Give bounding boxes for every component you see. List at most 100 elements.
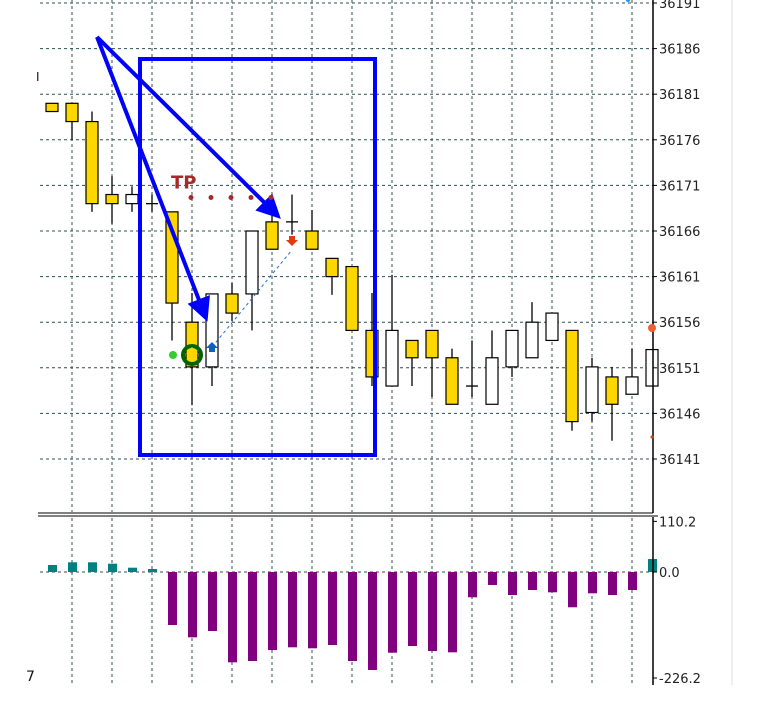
tp-level-dot	[208, 195, 214, 201]
candle-body	[225, 293, 239, 314]
candle	[485, 330, 499, 405]
candle	[325, 257, 339, 295]
histogram-bar	[68, 562, 77, 572]
candle	[146, 194, 158, 212]
drawn-arrow	[95, 35, 281, 219]
indicator-label: 0.0	[659, 566, 680, 581]
left-marker: I	[36, 70, 40, 84]
candle	[85, 111, 99, 212]
candle	[45, 102, 59, 113]
grid	[40, 0, 653, 685]
buy-arrow-icon	[206, 342, 218, 352]
price-label: 36186	[659, 43, 700, 58]
price-label: 36161	[659, 271, 700, 286]
candle-body	[345, 265, 359, 332]
sell-arrow-icon	[286, 236, 298, 246]
candle	[565, 329, 579, 431]
candle	[65, 102, 79, 140]
candle-body	[65, 102, 79, 123]
candle-body	[525, 321, 539, 359]
price-label: 36181	[659, 88, 700, 103]
candle-body	[265, 221, 279, 250]
histogram-bar	[448, 572, 457, 653]
candle-body	[445, 357, 459, 405]
tp-level-dot	[228, 195, 234, 201]
price-marker-dot	[648, 324, 656, 332]
candle	[205, 293, 219, 387]
candle-body	[385, 329, 399, 387]
candle	[605, 366, 619, 441]
price-label: 36171	[659, 179, 700, 194]
histogram-bar	[108, 563, 117, 572]
histogram-bar	[48, 565, 57, 572]
candle	[305, 210, 319, 250]
candle-body	[125, 193, 139, 205]
candle-body	[105, 193, 119, 205]
tp-label: TP	[171, 173, 196, 194]
price-label: 36166	[659, 225, 700, 240]
histogram-bar	[308, 572, 317, 649]
candle-body	[405, 339, 419, 359]
histogram-bar	[588, 572, 597, 594]
indicator-label: 110.2	[659, 515, 696, 530]
candle	[385, 274, 399, 387]
candle-body	[505, 329, 519, 368]
price-marker-dot	[650, 435, 654, 439]
candle-body	[45, 102, 59, 113]
axes: 36191 36186 36181 36176 36171 36166 36161 36156…	[38, 0, 733, 687]
candle	[466, 340, 478, 397]
histogram-bar	[608, 572, 617, 596]
histogram-bar	[468, 572, 477, 598]
histogram-bar	[208, 572, 217, 631]
candle-body	[325, 257, 339, 278]
candle	[225, 282, 239, 322]
candle	[445, 348, 459, 405]
candle	[105, 176, 119, 224]
candle-body	[305, 230, 319, 250]
trade-line	[211, 249, 293, 348]
up-arrow-icon	[186, 347, 198, 361]
histogram-bar	[568, 572, 577, 608]
candle	[265, 211, 279, 250]
indicator-label: -226.2	[659, 672, 701, 687]
price-label: 36141	[659, 453, 700, 468]
candle	[585, 357, 599, 422]
histogram-bar	[268, 572, 277, 651]
entry-circle-icon	[181, 344, 203, 366]
histogram-bar	[148, 569, 157, 572]
histogram	[40, 559, 657, 670]
candle	[425, 329, 439, 397]
histogram-bar	[628, 572, 637, 590]
corner-label: 7	[26, 669, 35, 685]
candle	[245, 230, 259, 331]
candle-body	[625, 376, 639, 395]
candle	[625, 348, 639, 395]
histogram-bar	[128, 567, 137, 572]
histogram-bar	[488, 572, 497, 585]
histogram-bar	[288, 572, 297, 648]
candle-body	[425, 329, 439, 359]
histogram-bar	[388, 572, 397, 653]
candle-body	[205, 293, 219, 368]
histogram-bar	[88, 562, 97, 572]
candle	[405, 339, 419, 387]
candle-body	[585, 366, 599, 414]
histogram-bar	[168, 572, 177, 625]
histogram-bar	[428, 572, 437, 652]
candle-body	[485, 357, 499, 405]
histogram-bar	[368, 572, 377, 670]
drawn-arrow	[95, 36, 210, 322]
histogram-bar	[188, 572, 197, 638]
candle	[125, 186, 139, 212]
candle	[505, 329, 519, 377]
histogram-bar	[328, 572, 337, 646]
candle	[286, 194, 298, 235]
tp-level-dot	[188, 195, 194, 201]
annotations[interactable]: TP	[95, 0, 656, 457]
candle	[545, 312, 559, 342]
candle	[345, 265, 359, 332]
histogram-bar	[528, 572, 537, 590]
price-label: 36151	[659, 362, 700, 377]
candle-body	[85, 120, 99, 205]
